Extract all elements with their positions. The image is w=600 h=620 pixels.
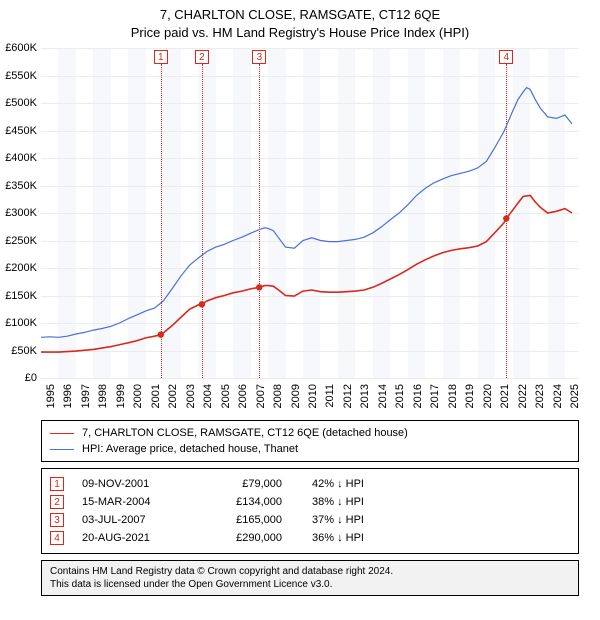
y-tick-label: £250K [0, 235, 37, 247]
y-tick-label: £400K [0, 152, 37, 164]
y-tick-label: £50K [0, 345, 37, 357]
chart-svg [41, 48, 579, 378]
x-tick-label: 2023 [534, 384, 546, 408]
x-tick-label: 2013 [359, 384, 371, 408]
x-tick-label: 2016 [412, 384, 424, 408]
series-legend: 7, CHARLTON CLOSE, RAMSGATE, CT12 6QE (d… [41, 420, 579, 462]
sale-row-marker: 4 [50, 531, 64, 545]
x-tick-label: 2014 [377, 384, 389, 408]
sale-row: 1 09-NOV-2001£79,000 42% ↓ HPI [50, 475, 570, 493]
sale-diff: 38% ↓ HPI [312, 493, 364, 511]
x-tick-label: 2004 [202, 384, 214, 408]
sale-row-marker: 1 [50, 477, 64, 491]
title-subtitle: Price paid vs. HM Land Registry's House … [0, 24, 600, 42]
x-tick-label: 1998 [97, 384, 109, 408]
x-tick-label: 2019 [464, 384, 476, 408]
sale-date: 20-AUG-2021 [82, 529, 202, 547]
footer-line-1: Contains HM Land Registry data © Crown c… [50, 565, 570, 578]
x-tick-label: 1996 [62, 384, 74, 408]
footer-line-2: This data is licensed under the Open Gov… [50, 578, 570, 591]
x-tick-label: 2018 [447, 384, 459, 408]
sale-dot [503, 215, 509, 221]
legend-label: 7, CHARLTON CLOSE, RAMSGATE, CT12 6QE (d… [82, 425, 408, 441]
x-tick-label: 2000 [132, 384, 144, 408]
sale-row: 4 20-AUG-2021£290,000 36% ↓ HPI [50, 529, 570, 547]
sale-price: £165,000 [202, 511, 282, 529]
x-tick-label: 2010 [307, 384, 319, 408]
x-tick-label: 2011 [324, 384, 336, 408]
sale-dot [199, 301, 205, 307]
sale-diff: 37% ↓ HPI [312, 511, 364, 529]
x-tick-label: 1997 [80, 384, 92, 408]
legend-label: HPI: Average price, detached house, Than… [82, 441, 298, 457]
sale-row-marker: 2 [50, 495, 64, 509]
sale-diff: 42% ↓ HPI [312, 475, 364, 493]
x-tick-label: 2001 [150, 384, 162, 408]
x-tick-label: 2009 [290, 384, 302, 408]
sale-row-marker: 3 [50, 513, 64, 527]
y-tick-label: £450K [0, 125, 37, 137]
data-attribution: Contains HM Land Registry data © Crown c… [41, 560, 579, 596]
x-tick-label: 2002 [167, 384, 179, 408]
y-tick-label: £100K [0, 317, 37, 329]
title-address: 7, CHARLTON CLOSE, RAMSGATE, CT12 6QE [0, 6, 600, 24]
x-tick-label: 2005 [220, 384, 232, 408]
sale-row: 3 03-JUL-2007£165,000 37% ↓ HPI [50, 511, 570, 529]
sale-price: £79,000 [202, 475, 282, 493]
chart-title-block: 7, CHARLTON CLOSE, RAMSGATE, CT12 6QE Pr… [0, 0, 600, 42]
y-tick-label: £350K [0, 180, 37, 192]
y-tick-label: £500K [0, 97, 37, 109]
y-tick-label: £300K [0, 207, 37, 219]
x-tick-label: 2015 [394, 384, 406, 408]
sale-dot [256, 284, 262, 290]
y-tick-label: £600K [0, 42, 37, 54]
series-line [41, 88, 572, 338]
y-tick-label: £0 [0, 372, 37, 384]
sale-row: 2 15-MAR-2004£134,000 38% ↓ HPI [50, 493, 570, 511]
series-line [41, 195, 572, 352]
legend-row: HPI: Average price, detached house, Than… [50, 441, 570, 457]
y-tick-label: £550K [0, 70, 37, 82]
x-tick-label: 2020 [482, 384, 494, 408]
x-tick-label: 2007 [255, 384, 267, 408]
x-tick-label: 2021 [499, 384, 511, 408]
x-tick-label: 1999 [115, 384, 127, 408]
sale-date: 03-JUL-2007 [82, 511, 202, 529]
x-tick-label: 2003 [185, 384, 197, 408]
x-tick-label: 2022 [517, 384, 529, 408]
x-tick-label: 2006 [237, 384, 249, 408]
sale-diff: 36% ↓ HPI [312, 529, 364, 547]
sale-date: 15-MAR-2004 [82, 493, 202, 511]
sale-dot [158, 331, 164, 337]
sale-price: £290,000 [202, 529, 282, 547]
price-chart: £0£50K£100K£150K£200K£250K£300K£350K£400… [41, 48, 579, 378]
x-tick-label: 2012 [342, 384, 354, 408]
x-tick-label: 1995 [45, 384, 57, 408]
sale-date: 09-NOV-2001 [82, 475, 202, 493]
x-tick-label: 2025 [569, 384, 581, 408]
x-tick-label: 2024 [552, 384, 564, 408]
x-tick-label: 2017 [429, 384, 441, 408]
legend-swatch [50, 449, 74, 450]
y-tick-label: £200K [0, 262, 37, 274]
sale-price: £134,000 [202, 493, 282, 511]
legend-row: 7, CHARLTON CLOSE, RAMSGATE, CT12 6QE (d… [50, 425, 570, 441]
sales-table: 1 09-NOV-2001£79,000 42% ↓ HPI 2 15-MAR-2004… [41, 468, 579, 554]
legend-swatch [50, 433, 74, 434]
legend-and-tables: 7, CHARLTON CLOSE, RAMSGATE, CT12 6QE (d… [41, 420, 579, 596]
x-tick-label: 2008 [272, 384, 284, 408]
y-tick-label: £150K [0, 290, 37, 302]
grid-h [41, 378, 579, 379]
